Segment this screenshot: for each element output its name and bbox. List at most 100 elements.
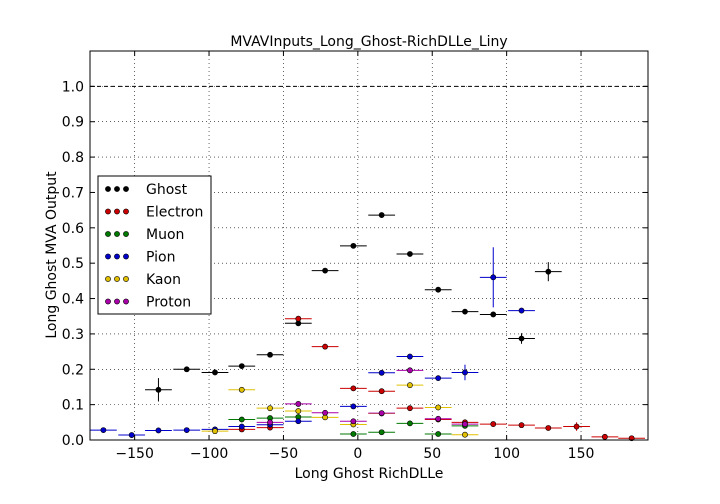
data-point <box>350 418 357 425</box>
data-point <box>545 425 552 431</box>
data-point <box>545 268 552 275</box>
chart-title: MVAVInputs_Long_Ghost-RichDLLe_Liny <box>230 34 507 50</box>
y-tick-label: 0.7 <box>62 185 84 201</box>
y-tick-label: 0.3 <box>62 327 84 343</box>
data-point <box>462 431 468 438</box>
y-tick-label: 0.4 <box>62 292 84 308</box>
legend-marker <box>123 186 129 192</box>
data-point <box>378 388 385 395</box>
data-point <box>407 251 413 257</box>
data-point <box>435 404 442 411</box>
data-point <box>183 366 190 373</box>
legend-box <box>97 175 212 315</box>
data-point <box>350 403 357 410</box>
y-tick-label: 0.1 <box>62 398 84 414</box>
data-point <box>155 427 162 434</box>
data-point <box>128 432 135 438</box>
legend-marker <box>114 231 120 237</box>
legend-label-ghost: Ghost <box>146 182 188 198</box>
data-point <box>267 405 273 412</box>
data-point <box>183 427 190 433</box>
legend-marker <box>123 208 129 215</box>
data-point <box>212 428 218 435</box>
y-tick-label: 0.6 <box>62 221 84 237</box>
data-point <box>295 401 302 407</box>
x-tick-label: 150 <box>568 446 595 462</box>
data-point <box>238 386 245 393</box>
data-point <box>407 382 413 389</box>
data-point <box>462 369 468 376</box>
legend-label-electron: Electron <box>146 205 203 221</box>
data-point <box>462 308 468 315</box>
x-tick-label: −50 <box>269 446 299 462</box>
data-point <box>238 423 245 430</box>
data-points <box>90 212 646 442</box>
data-point <box>435 375 442 382</box>
data-point <box>350 385 357 392</box>
data-point <box>238 416 245 423</box>
data-point <box>435 431 442 437</box>
legend-marker <box>105 231 111 237</box>
data-point <box>378 410 385 417</box>
y-tick-label: 0.0 <box>62 433 84 449</box>
series-pion <box>90 247 535 438</box>
data-point <box>350 431 357 437</box>
data-point <box>100 427 107 433</box>
data-point <box>490 274 497 281</box>
data-point <box>267 351 273 358</box>
x-tick-label: −100 <box>190 446 228 462</box>
y-tick-label: 0.2 <box>62 362 84 378</box>
data-point <box>322 343 329 350</box>
plot-frame <box>89 50 649 441</box>
data-point <box>490 421 497 427</box>
x-axis-label: Long Ghost RichDLLe <box>295 466 444 482</box>
y-tick-label: 0.9 <box>62 115 84 131</box>
x-tick-label: −150 <box>115 446 153 462</box>
legend-label-pion: Pion <box>146 250 175 266</box>
y-tick-label: 0.8 <box>62 150 84 166</box>
data-point <box>378 369 385 376</box>
data-point <box>518 335 525 342</box>
data-point <box>322 267 329 274</box>
data-point <box>407 367 413 374</box>
legend-marker <box>123 276 129 282</box>
data-point <box>350 242 357 249</box>
legend-marker <box>123 253 129 260</box>
data-point <box>238 363 245 369</box>
legend-marker <box>105 276 111 282</box>
data-point <box>435 415 442 422</box>
data-point <box>295 418 302 425</box>
x-tick-label: 50 <box>423 446 441 462</box>
data-point <box>573 423 580 430</box>
axis-ticks: −150 −100 −50 0 50 100 150 0.0 0.1 0.2 0.3 0.4 0.5 0.… <box>62 51 648 462</box>
y-axis-label: Long Ghost MVA Output <box>44 171 60 339</box>
data-point <box>462 421 468 427</box>
legend-label-muon: Muon <box>146 227 184 243</box>
legend-marker <box>114 276 120 282</box>
data-point <box>295 315 302 322</box>
legend: Ghost Electron Muon Pion Kaon Proton <box>97 175 212 315</box>
y-tick-label: 1.0 <box>62 79 84 95</box>
data-point <box>518 307 525 314</box>
legend-marker <box>123 231 129 237</box>
legend-marker <box>114 208 120 215</box>
x-tick-label: 0 <box>353 446 362 462</box>
data-point <box>490 311 497 318</box>
legend-marker <box>105 253 111 260</box>
y-tick-label: 0.5 <box>62 256 84 272</box>
data-point <box>155 386 162 393</box>
x-tick-label: 100 <box>493 446 520 462</box>
legend-label-proton: Proton <box>146 295 191 311</box>
data-point <box>212 369 218 376</box>
data-point <box>435 286 442 293</box>
legend-marker <box>114 186 120 192</box>
series-proton <box>256 367 479 427</box>
legend-marker <box>105 208 111 215</box>
data-point <box>267 419 273 426</box>
data-point <box>407 405 413 412</box>
data-point <box>407 353 413 360</box>
series-ghost <box>145 212 562 402</box>
data-point <box>378 212 385 218</box>
legend-marker <box>123 298 129 305</box>
